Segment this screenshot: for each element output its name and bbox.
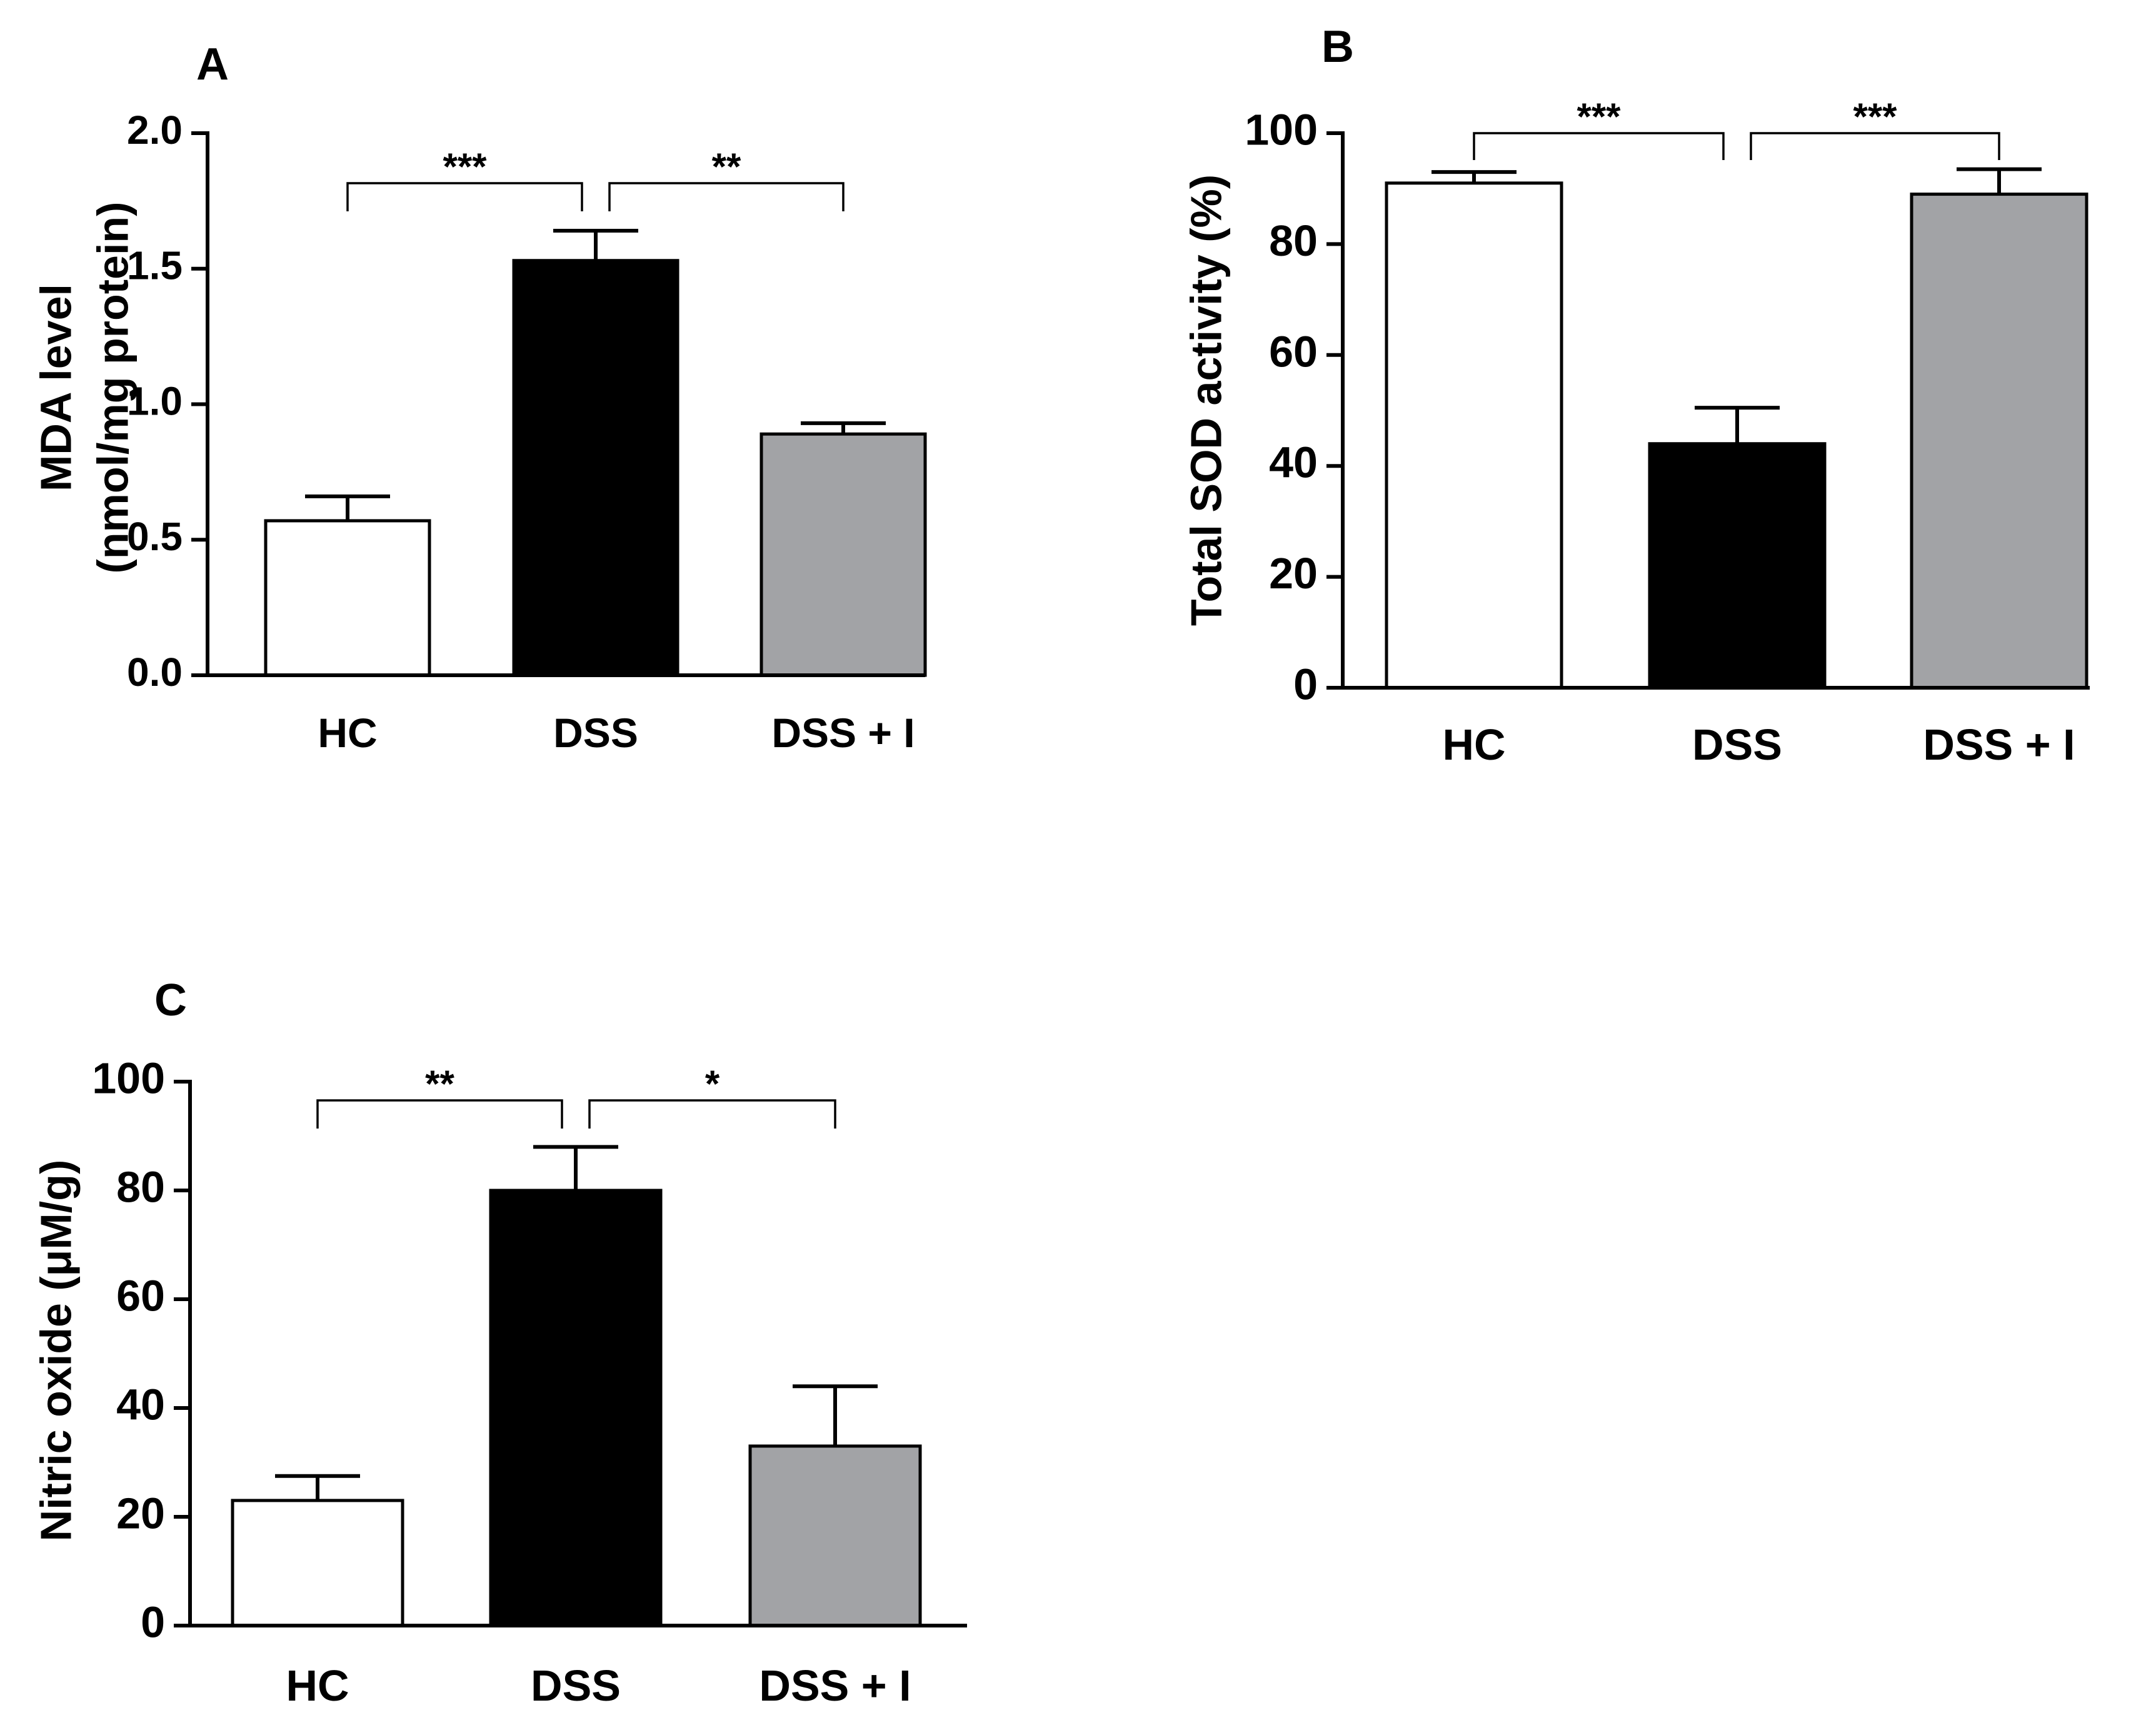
error-bar bbox=[305, 494, 390, 521]
significance-label: * bbox=[705, 1063, 720, 1105]
error-bar bbox=[275, 1474, 360, 1501]
y-tick-label: 2.0 bbox=[127, 108, 183, 153]
x-category-label: DSS + I bbox=[759, 1661, 911, 1710]
y-axis-label: MDA level bbox=[31, 284, 80, 491]
bar-dss bbox=[512, 259, 679, 677]
y-tick-label: 100 bbox=[92, 1054, 165, 1102]
y-tick-label: 40 bbox=[116, 1380, 165, 1429]
error-bar bbox=[1431, 170, 1517, 183]
x-category-label: DSS bbox=[553, 710, 638, 756]
y-axis-label: Total SOD activity (%) bbox=[1181, 174, 1230, 626]
significance-bracket bbox=[608, 182, 845, 211]
x-category-label: DSS + I bbox=[1923, 720, 2075, 769]
bar-hc bbox=[264, 519, 431, 677]
x-category-label: DSS + I bbox=[771, 710, 915, 756]
bar-dss bbox=[489, 1189, 663, 1627]
bar-hc bbox=[231, 1499, 404, 1627]
panel-b: B 0 20 40 60 80 100 HC DSS DSS + I Total SOD activ… bbox=[1181, 22, 2090, 769]
panel-c: C 0 20 40 60 80 100 HC DSS DSS + I Nitric oxide (μ… bbox=[31, 975, 967, 1710]
bar-hc bbox=[1385, 181, 1563, 690]
y-tick-label: 0.0 bbox=[127, 650, 183, 695]
error-bar bbox=[1695, 406, 1780, 444]
significance-bracket bbox=[316, 1099, 563, 1129]
y-tick-label: 60 bbox=[1269, 327, 1318, 376]
error-bar bbox=[553, 229, 638, 261]
significance-label: *** bbox=[1577, 96, 1621, 138]
y-tick-label: 100 bbox=[1245, 105, 1318, 154]
panel-letter: C bbox=[154, 975, 187, 1025]
significance-bracket bbox=[346, 182, 583, 211]
significance-bracket bbox=[1473, 132, 1725, 160]
x-category-label: HC bbox=[318, 710, 377, 756]
y-tick-label: 20 bbox=[1269, 549, 1318, 598]
error-bar bbox=[793, 1384, 878, 1446]
x-category-label: DSS bbox=[531, 1661, 621, 1710]
x-category-label: HC bbox=[286, 1661, 349, 1710]
error-bar bbox=[533, 1145, 618, 1190]
significance-label: *** bbox=[443, 146, 487, 188]
y-tick-label: 0 bbox=[141, 1597, 165, 1646]
y-tick-label: 80 bbox=[1269, 216, 1318, 265]
y-axis-label: (nmol/mg protein) bbox=[88, 202, 137, 574]
significance-bracket bbox=[1750, 132, 2000, 160]
x-category-label: HC bbox=[1442, 720, 1505, 769]
y-tick-label: 1.5 bbox=[127, 243, 183, 288]
y-tick-label: 40 bbox=[1269, 438, 1318, 487]
bar-dss-i bbox=[1910, 193, 2088, 690]
significance-label: ** bbox=[425, 1063, 454, 1105]
y-tick-label: 20 bbox=[116, 1489, 165, 1537]
significance-label: ** bbox=[712, 146, 741, 188]
y-tick-label: 60 bbox=[116, 1271, 165, 1320]
bar-dss-i bbox=[748, 1444, 922, 1627]
error-bar bbox=[801, 421, 886, 435]
significance-bracket bbox=[588, 1099, 836, 1129]
x-category-label: DSS bbox=[1692, 720, 1782, 769]
y-tick-label: 0.5 bbox=[127, 514, 183, 559]
panel-letter: A bbox=[196, 39, 229, 89]
panel-a: A 0.0 0.5 1.0 1.5 2.0 HC DSS DSS + I MDA level (nm… bbox=[31, 39, 927, 756]
significance-label: *** bbox=[1853, 96, 1897, 138]
bar-dss bbox=[1648, 442, 1827, 690]
error-bar bbox=[1957, 167, 2042, 194]
y-tick-label: 1.0 bbox=[127, 378, 183, 423]
bar-dss-i bbox=[760, 432, 927, 677]
panel-letter: B bbox=[1321, 22, 1354, 72]
y-tick-label: 80 bbox=[116, 1162, 165, 1211]
y-tick-label: 0 bbox=[1293, 660, 1318, 708]
y-axis-label: Nitric oxide (μM/g) bbox=[31, 1160, 80, 1542]
